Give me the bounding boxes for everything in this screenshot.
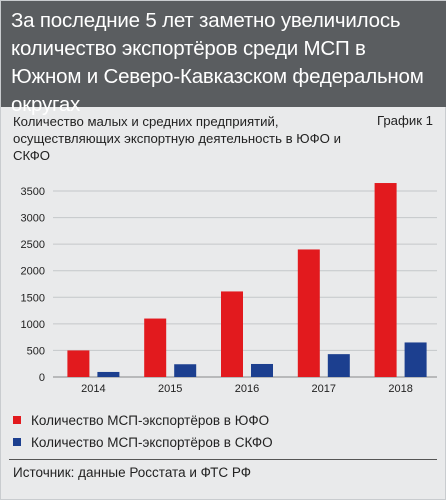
- legend-label-yufo: Количество МСП-экспортёров в ЮФО: [31, 412, 270, 428]
- legend-label-skfo: Количество МСП-экспортёров в СКФО: [31, 434, 273, 450]
- y-tick-label: 3500: [21, 186, 45, 198]
- source-note: Источник: данные Росстата и ФТС РФ: [13, 465, 252, 480]
- bar-yufo: [144, 318, 167, 377]
- bar-yufo: [221, 291, 243, 377]
- y-tick-label: 1500: [21, 292, 45, 304]
- legend: Количество МСП-экспортёров в ЮФО Количес…: [13, 409, 273, 453]
- y-tick-label: 0: [39, 372, 45, 384]
- source-divider: [9, 459, 437, 460]
- bar-yufo: [67, 350, 90, 377]
- legend-item-skfo: Количество МСП-экспортёров в СКФО: [13, 431, 273, 453]
- bar-skfo: [327, 354, 350, 377]
- bar-skfo: [404, 342, 427, 377]
- y-tick-label: 2000: [21, 266, 45, 278]
- legend-swatch-red: [13, 416, 21, 424]
- x-tick-label: 2015: [158, 383, 182, 395]
- y-tick-label: 500: [27, 345, 45, 357]
- y-tick-label: 3000: [21, 213, 45, 225]
- bar-skfo: [174, 364, 197, 377]
- x-tick-label: 2016: [235, 383, 259, 395]
- y-tick-label: 1000: [21, 319, 45, 331]
- x-tick-label: 2017: [312, 383, 336, 395]
- legend-swatch-blue: [13, 438, 21, 446]
- x-tick-label: 2014: [81, 383, 105, 395]
- chart-number: График 1: [376, 113, 433, 128]
- bar-skfo: [251, 363, 273, 377]
- bar-yufo: [297, 249, 320, 377]
- y-tick-label: 2500: [21, 239, 45, 251]
- x-tick-label: 2018: [388, 383, 412, 395]
- chart-title: Количество малых и средних предприятий, …: [13, 114, 341, 163]
- bar-chart: 0 500 1000 1500 2000 2500 3000 3500 2014 2015 2016…: [21, 183, 437, 395]
- bar-yufo: [374, 183, 397, 377]
- bar-skfo: [97, 371, 120, 377]
- headline: За последние 5 лет заметно увеличилось к…: [1, 1, 446, 116]
- legend-item-yufo: Количество МСП-экспортёров в ЮФО: [13, 409, 273, 431]
